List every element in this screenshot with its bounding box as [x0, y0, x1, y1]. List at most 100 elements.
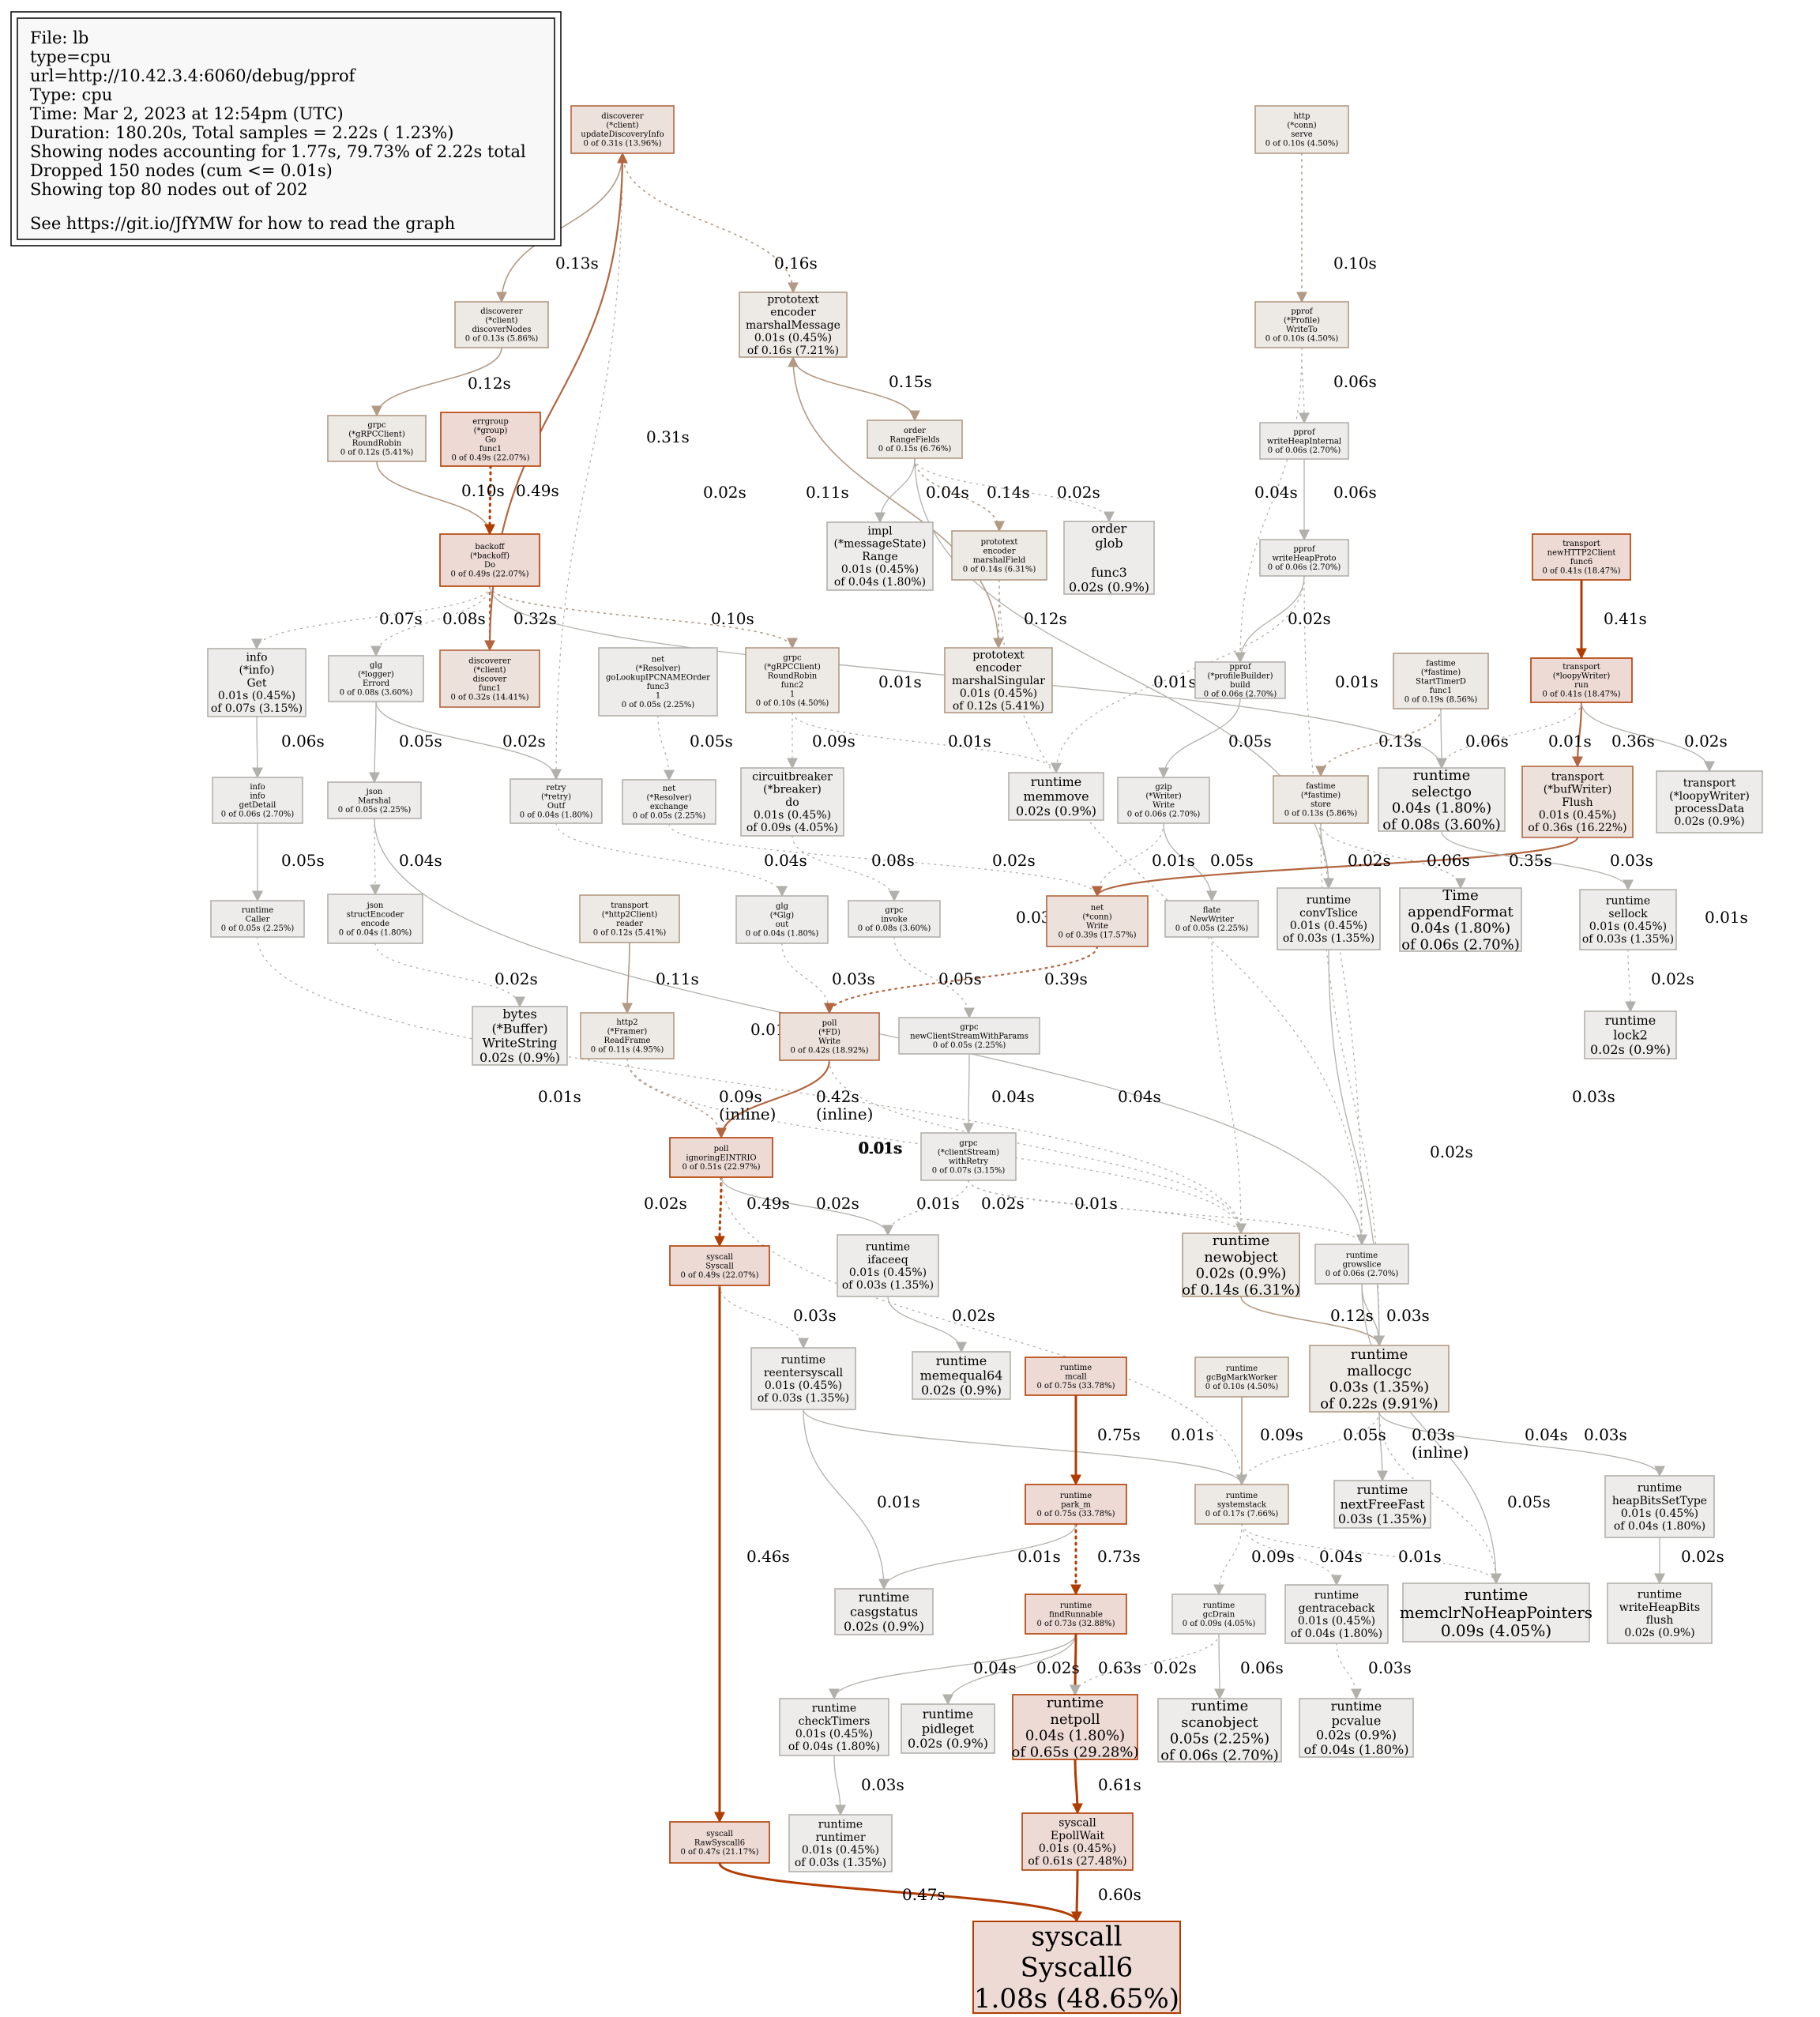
node-backoff: backoff(*backoff)Do0 of 0.49s (22.07%) [439, 533, 540, 587]
node-box [1393, 653, 1489, 709]
edge-rrFunc2-to-memmove [792, 712, 1062, 774]
node-line: of 0.07s (3.15%) [211, 702, 303, 715]
edge-label: 0.12s [1330, 1306, 1374, 1325]
node-updDisc: discoverer(*client)updateDiscoveryInfo0 … [570, 105, 675, 154]
node-line: syscall [1031, 1921, 1122, 1953]
edge-glgErrord-to-retryOutf [375, 701, 562, 781]
edge-ifaceeq-to-memequal [887, 1296, 967, 1353]
node-line: 0.01s (0.45%) [1298, 1615, 1375, 1628]
node-line: 0 of 0.47s (21.17%) [681, 1848, 759, 1857]
edge-label: 0.01s [1171, 1425, 1214, 1444]
legend-line: Type: cpu [30, 85, 112, 104]
node-line: 0.02s (0.9%) [921, 1383, 1002, 1398]
node-line: mallocgc [1347, 1363, 1412, 1379]
edge-gcDrain-to-netpoll [1070, 1633, 1220, 1696]
edge-netExchange-to-netWrite [668, 823, 1103, 897]
node-line: 0.01s (0.45%) [841, 563, 919, 576]
edge-label: 0.09s [1260, 1425, 1303, 1444]
edge-netExchange3-to-netExchange [657, 715, 675, 781]
edge-loopyRun-to-selectgo [1436, 702, 1582, 770]
node-line: 0.02s (0.9%) [479, 1050, 560, 1065]
node-line: runtimer [815, 1831, 865, 1844]
node-box [951, 530, 1047, 581]
node-line: syscall [1059, 1817, 1096, 1830]
edge-grpcInvoke-to-newCSWP [893, 936, 975, 1019]
edge-label: 0.46s [746, 1547, 790, 1566]
node-line: func6 [1570, 558, 1593, 566]
edge-netpoll-to-epollWait [1071, 1758, 1083, 1815]
edge-label: 0.09s [1251, 1547, 1295, 1566]
node-line: net [663, 785, 675, 793]
node-line: runtime [923, 1707, 973, 1722]
node-line: updateDiscoveryInfo [581, 130, 664, 139]
node-line: 0.03s (1.35%) [1338, 1511, 1427, 1526]
node-line: runtime [1357, 1482, 1408, 1497]
node-line: (*conn) [1287, 122, 1316, 130]
node-line: runtime [1465, 1585, 1529, 1604]
edge-label: 0.10s [711, 609, 754, 628]
edge-ignEINTR-to-syscallSys [714, 1176, 726, 1247]
edge-label: 0.03s [861, 1775, 904, 1794]
edge-label: 0.75s [1097, 1425, 1141, 1444]
node-box [826, 521, 934, 591]
node-line: 0.02s (0.9%) [1196, 1266, 1287, 1282]
node-line: order [1092, 521, 1127, 536]
node-line: net [1091, 904, 1104, 913]
edge-label: 0.04s [1525, 1425, 1568, 1444]
edge-loopyRun-to-processData [1581, 702, 1715, 773]
node-line: 0.02s (0.9%) [1316, 1728, 1397, 1743]
node-line: retry [546, 784, 566, 792]
node-line: Write [818, 1037, 840, 1046]
edge-label: 0.06s [1465, 732, 1509, 751]
node-line: 0 of 0.06s (2.70%) [221, 811, 295, 819]
node-line: impl [867, 525, 893, 538]
node-line: runtime [781, 1354, 825, 1367]
edge-profBuild-to-gzipWrite [1158, 698, 1241, 779]
edge-label: 0.05s [690, 732, 733, 751]
edge-label: 0.02s [1348, 851, 1391, 870]
edge-checkTimers-to-runtimer [833, 1755, 846, 1816]
node-line: 0 of 0.10s (4.50%) [1265, 335, 1339, 344]
node-line: reentersyscall [764, 1367, 844, 1379]
edge-label: 0.05s [281, 851, 325, 870]
legend-line: Time: Mar 2, 2023 at 12:54pm (UTC) [30, 104, 344, 123]
node-box [1402, 1582, 1590, 1643]
edge-label: 0.01s [948, 732, 991, 751]
edge-rangeFields-to-implRange [874, 457, 916, 524]
node-line: syscall [706, 1830, 733, 1838]
node-line: (*client) [473, 666, 506, 675]
node-line: func3 [1091, 565, 1127, 580]
node-line: bytes [502, 1007, 536, 1022]
edge-label: 0.01s [1335, 672, 1378, 691]
node-line: casgstatus [850, 1605, 918, 1620]
node-box [779, 1698, 889, 1756]
node-line: grpc [367, 421, 386, 430]
node-line: 1.08s (48.65%) [974, 1983, 1179, 2015]
node-line: (*FD) [818, 1029, 840, 1037]
node-line: Errord [363, 679, 390, 688]
edge-label: 0.49s [516, 481, 559, 500]
node-line: 0 of 0.41s (18.47%) [1543, 567, 1621, 576]
edge-fastStore-to-appendFmt [1320, 822, 1466, 890]
node-line: marshalMessage [746, 319, 840, 332]
node-line: mcall [1065, 1372, 1086, 1381]
node-line: transport [1562, 540, 1600, 548]
edge-label: 0.02s [981, 1194, 1025, 1213]
node-line: transport [1562, 663, 1600, 672]
edge-label: 0.61s [1098, 1775, 1141, 1794]
node-box [1532, 533, 1631, 581]
node-line: 0 of 0.32s (14.41%) [451, 693, 529, 702]
node-box [669, 1137, 773, 1178]
edge-ignEINTR-to-systemstack [720, 1176, 1247, 1486]
node-box [972, 1921, 1181, 2014]
node-line: 0 of 0.51s (22.97%) [682, 1163, 761, 1172]
